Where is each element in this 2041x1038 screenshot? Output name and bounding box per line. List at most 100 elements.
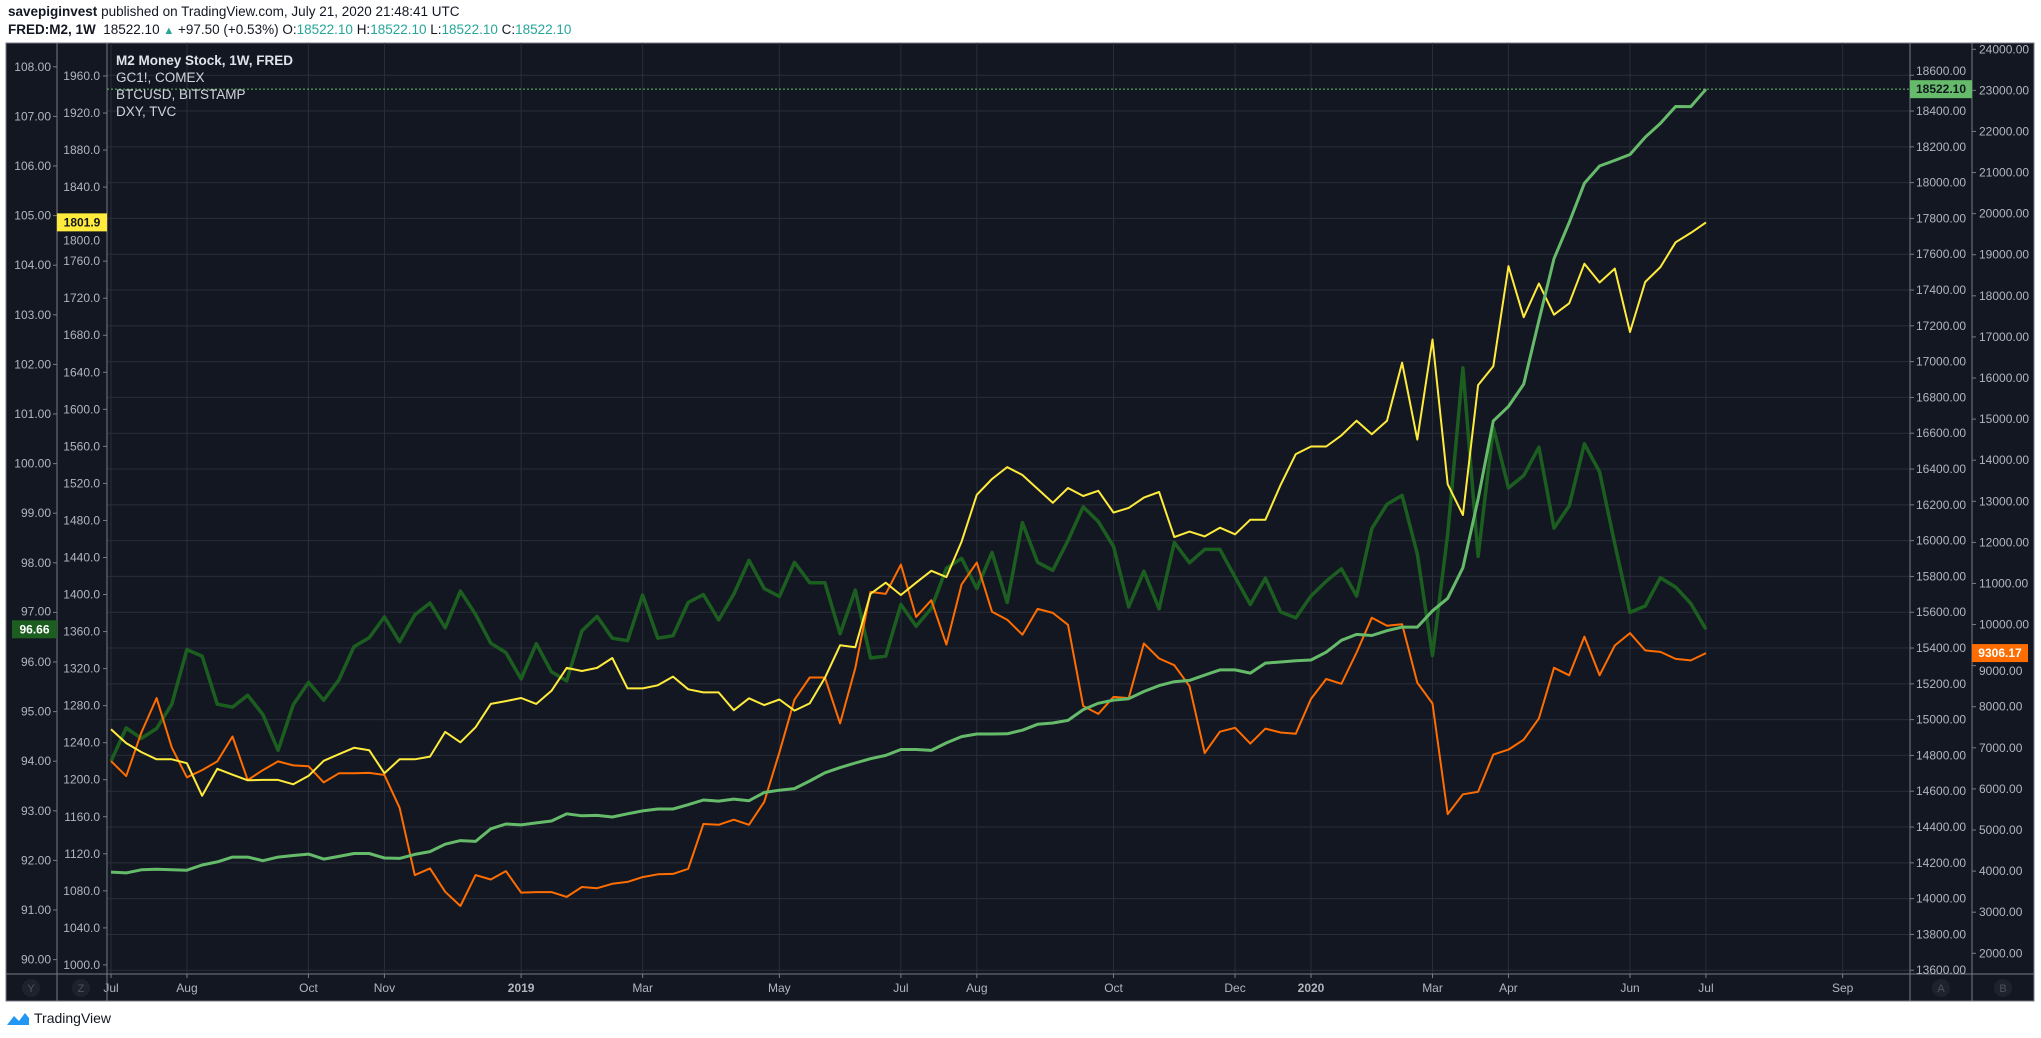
- symbol-label: FRED:M2, 1W: [8, 22, 96, 37]
- gold-axis-label: 1680.0: [63, 328, 100, 342]
- btc-axis-label: 13000.00: [1979, 494, 2029, 508]
- axis-button-b[interactable]: B: [1994, 979, 2012, 997]
- gold-axis-label: 1200.0: [63, 773, 100, 787]
- legend-item-btc[interactable]: BTCUSD, BITSTAMP: [116, 87, 246, 102]
- gold-axis-label: 1440.0: [63, 550, 100, 564]
- axis-button-label: B: [1999, 983, 2006, 995]
- author-name[interactable]: savepiginvest: [8, 4, 98, 19]
- btc-last-value-label: 9306.17: [1978, 646, 2022, 660]
- close-value: 18522.10: [515, 22, 572, 37]
- btc-axis-label: 9000.00: [1979, 664, 2023, 678]
- m2-axis-label: 16200.00: [1916, 498, 1966, 512]
- legend-item-gold[interactable]: GC1!, COMEX: [116, 70, 205, 85]
- axis-button-z[interactable]: Z: [72, 979, 90, 997]
- gold-axis-label: 1560.0: [63, 439, 100, 453]
- m2-axis-label: 15600.00: [1916, 605, 1966, 619]
- m2-axis-label: 15800.00: [1916, 569, 1966, 583]
- time-axis-label: Oct: [1104, 981, 1123, 995]
- chart-frame: [5, 42, 2035, 1002]
- low-value: 18522.10: [441, 22, 498, 37]
- tradingview-logo[interactable]: TradingView: [6, 1010, 111, 1026]
- btc-axis-label: 12000.00: [1979, 535, 2029, 549]
- btc-axis-label: 10000.00: [1979, 618, 2029, 632]
- btc-axis-label: 4000.00: [1979, 864, 2023, 878]
- time-axis-label: 2020: [1298, 981, 1325, 995]
- legend-item-m2[interactable]: M2 Money Stock, 1W, FRED: [116, 53, 294, 68]
- btc-axis-label: 23000.00: [1979, 83, 2029, 97]
- gold-axis-label: 1840.0: [63, 180, 100, 194]
- axis-button-label: Y: [27, 983, 35, 995]
- time-axis-label: Mar: [632, 981, 653, 995]
- gold-axis-label: 1640.0: [63, 365, 100, 379]
- m2-axis-label: 13600.00: [1916, 963, 1966, 977]
- time-axis-label: Sep: [1832, 981, 1854, 995]
- m2-axis-label: 18400.00: [1916, 104, 1966, 118]
- axis-button-label: A: [1937, 983, 1945, 995]
- gold-axis-label: 1360.0: [63, 625, 100, 639]
- m2-axis-label: 14400.00: [1916, 820, 1966, 834]
- m2-axis-label: 18600.00: [1916, 64, 1966, 78]
- m2-axis-label: 17000.00: [1916, 355, 1966, 369]
- time-axis-label: Oct: [299, 981, 318, 995]
- gold-last-value-label: 1801.9: [64, 215, 101, 229]
- dxy-axis-label: 107.00: [14, 109, 51, 123]
- btc-axis-label: 18000.00: [1979, 289, 2029, 303]
- gold-axis-label: 1520.0: [63, 476, 100, 490]
- dxy-axis-label: 98.00: [21, 556, 51, 570]
- high-label: H:: [356, 22, 371, 37]
- gold-axis-label: 1600.0: [63, 402, 100, 416]
- m2-series-line: [110, 88, 1708, 875]
- triangle-up-icon: ▲: [163, 25, 175, 37]
- gold-axis-label: 1880.0: [63, 143, 100, 157]
- dxy-axis-label: 94.00: [21, 754, 51, 768]
- gold-axis-label: 1080.0: [63, 884, 100, 898]
- axis-button-circle: [1994, 979, 2012, 997]
- dxy-axis-label: 93.00: [21, 804, 51, 818]
- low-label: L:: [430, 22, 442, 37]
- m2-last-value-label: 18522.10: [1916, 82, 1966, 96]
- m2-axis-label: 13800.00: [1916, 927, 1966, 941]
- legend-item-dxy[interactable]: DXY, TVC: [116, 104, 177, 119]
- btc-axis-label: 11000.00: [1979, 576, 2028, 590]
- m2-axis-label: 17800.00: [1916, 211, 1966, 225]
- gold-axis-label: 1160.0: [64, 810, 100, 824]
- gold-axis-label: 1320.0: [63, 662, 100, 676]
- btc-axis-label: 7000.00: [1979, 741, 2023, 755]
- dxy-last-value-badge: [12, 620, 57, 639]
- gold-axis-label: 1000.0: [63, 958, 100, 972]
- btc-last-value-badge: [1972, 644, 2028, 663]
- tradingview-cloud-icon: [7, 1013, 29, 1025]
- btc-axis-label: 6000.00: [1979, 782, 2023, 796]
- m2-axis-label: 16400.00: [1916, 462, 1966, 476]
- high-value: 18522.10: [370, 22, 427, 37]
- btc-axis-label: 14000.00: [1979, 453, 2029, 467]
- open-label: O:: [282, 22, 297, 37]
- time-axis-label: Jul: [103, 981, 118, 995]
- m2-axis-label: 17200.00: [1916, 319, 1966, 333]
- axis-button-y[interactable]: Y: [22, 979, 40, 997]
- dxy-axis-label: 92.00: [21, 853, 51, 867]
- axis-button-circle: [72, 979, 90, 997]
- dxy-last-value-label: 96.66: [19, 622, 49, 636]
- symbol-info: FRED:M2, 1W 18522.10 ▲ +97.50 (+0.53%) O…: [8, 22, 571, 37]
- m2-axis-label: 14600.00: [1916, 784, 1966, 798]
- m2-axis-label: 14800.00: [1916, 748, 1966, 762]
- m2-axis-label: 17600.00: [1916, 247, 1966, 261]
- dxy-axis-label: 101.00: [14, 407, 51, 421]
- m2-axis-label: 16800.00: [1916, 390, 1966, 404]
- dxy-axis-label: 103.00: [14, 308, 51, 322]
- axis-button-a[interactable]: A: [1932, 979, 1950, 997]
- m2-axis-label: 16600.00: [1916, 426, 1966, 440]
- time-axis-label: Jul: [893, 981, 908, 995]
- time-axis-label: Jul: [1698, 981, 1713, 995]
- time-axis-label: May: [768, 981, 791, 995]
- btc-axis-label: 5000.00: [1979, 823, 2023, 837]
- btc-axis-label: 3000.00: [1979, 905, 2023, 919]
- dxy-axis-label: 91.00: [21, 903, 51, 917]
- m2-axis-label: 17400.00: [1916, 283, 1966, 297]
- gold-series-line: [110, 221, 1707, 797]
- dxy-axis-label: 95.00: [21, 705, 51, 719]
- open-value: 18522.10: [296, 22, 353, 37]
- m2-axis-label: 15400.00: [1916, 641, 1966, 655]
